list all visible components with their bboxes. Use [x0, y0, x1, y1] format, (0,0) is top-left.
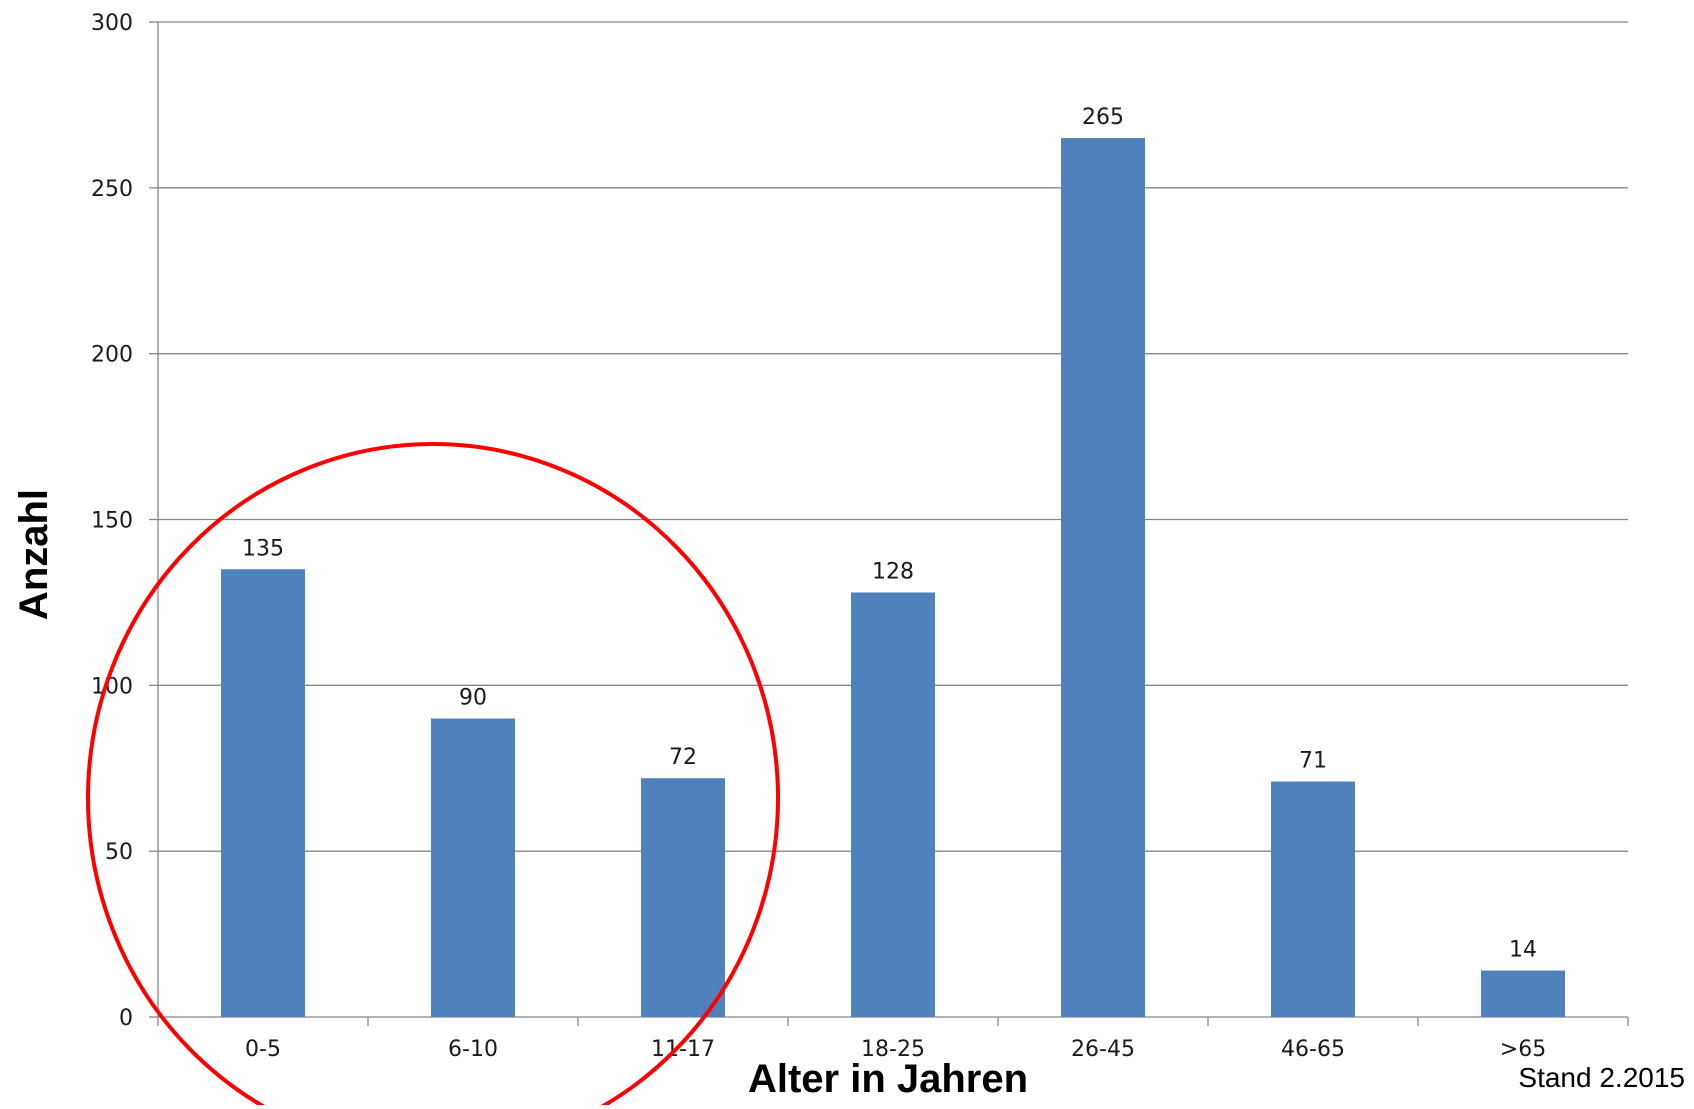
bar	[221, 569, 305, 1017]
bar	[851, 592, 935, 1017]
data-label: 265	[1082, 105, 1124, 130]
stand-note: Stand 2.2015	[1518, 1062, 1685, 1093]
y-tick-label: 300	[91, 11, 133, 36]
bar	[641, 778, 725, 1017]
data-label: 90	[459, 686, 487, 711]
y-tick-label: 200	[91, 343, 133, 368]
x-tick-label: 26-45	[1071, 1037, 1135, 1062]
x-tick-label: >65	[1500, 1037, 1546, 1062]
bar	[1481, 970, 1565, 1017]
gridlines	[158, 21, 1628, 852]
highlight-circle	[86, 442, 780, 1109]
data-label: 71	[1299, 749, 1327, 774]
x-tick-label: 6-10	[448, 1037, 498, 1062]
bar	[431, 718, 515, 1017]
y-tick-label: 150	[91, 509, 133, 534]
data-label: 72	[669, 745, 697, 770]
x-tick-labels: 0-5 6-10 11-17 18-25 26-45 46-65 >65	[245, 1037, 1546, 1062]
bars	[221, 138, 1565, 1018]
bar	[1061, 138, 1145, 1018]
y-tick-label: 0	[119, 1006, 133, 1031]
x-axis-title: Alter in Jahren	[748, 1057, 1028, 1101]
data-labels: 135 90 72 128 265 71 14	[242, 105, 1537, 962]
y-tick-label: 50	[105, 840, 133, 865]
y-tick-label: 250	[91, 177, 133, 202]
y-axis-title: Anzahl	[12, 489, 56, 620]
y-tick-label: 100	[91, 674, 133, 699]
data-label: 135	[242, 536, 284, 561]
x-tick-label: 0-5	[245, 1037, 281, 1062]
x-tick-label: 46-65	[1281, 1037, 1345, 1062]
data-label: 14	[1509, 938, 1537, 963]
y-tick-labels: 0 50 100 150 200 250 300	[91, 11, 133, 1031]
x-tick-label: 18-25	[861, 1037, 925, 1062]
bar	[1271, 781, 1355, 1017]
data-label: 128	[872, 559, 914, 584]
